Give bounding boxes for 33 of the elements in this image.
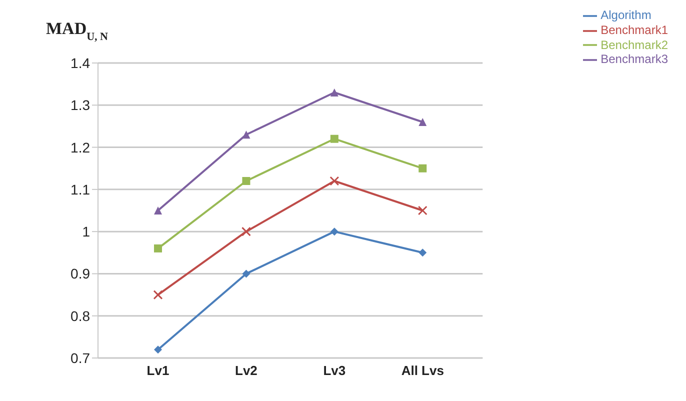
y-tick-label: 1.4 — [70, 54, 90, 71]
y-tick-label: 1.1 — [70, 181, 90, 198]
x-tick-label: Lv2 — [235, 363, 258, 378]
point — [242, 177, 250, 185]
point — [330, 228, 338, 236]
point — [154, 244, 162, 252]
legend-label: Algorithm — [600, 8, 652, 22]
point — [418, 164, 427, 172]
y-tick-label: 1.2 — [70, 139, 90, 156]
point — [154, 206, 162, 214]
point — [153, 290, 163, 300]
point — [154, 346, 162, 354]
point — [418, 118, 427, 126]
point — [418, 248, 427, 257]
y-tick-label: 0.9 — [70, 266, 90, 282]
point — [242, 130, 250, 139]
y-tick-label: 0.7 — [70, 350, 90, 366]
y-tick-label: 1 — [82, 224, 90, 240]
point — [330, 88, 338, 96]
point — [241, 226, 251, 236]
x-tick-label: Lv3 — [323, 363, 346, 378]
legend-label: Benchmark2 — [600, 38, 668, 52]
legend-label: Benchmark1 — [600, 22, 668, 37]
point — [330, 134, 338, 143]
point — [418, 206, 428, 216]
x-tick-label: Lv1 — [146, 363, 170, 378]
legend-label: Benchmark3 — [600, 52, 668, 66]
point — [242, 270, 250, 278]
point — [330, 176, 340, 186]
y-tick-label: 1.3 — [70, 97, 90, 114]
y-tick-label: 0.8 — [70, 308, 90, 324]
x-tick-label: All Lvs — [401, 363, 444, 378]
y-axis-title: MAD$_{U, N}$ — [46, 19, 108, 43]
